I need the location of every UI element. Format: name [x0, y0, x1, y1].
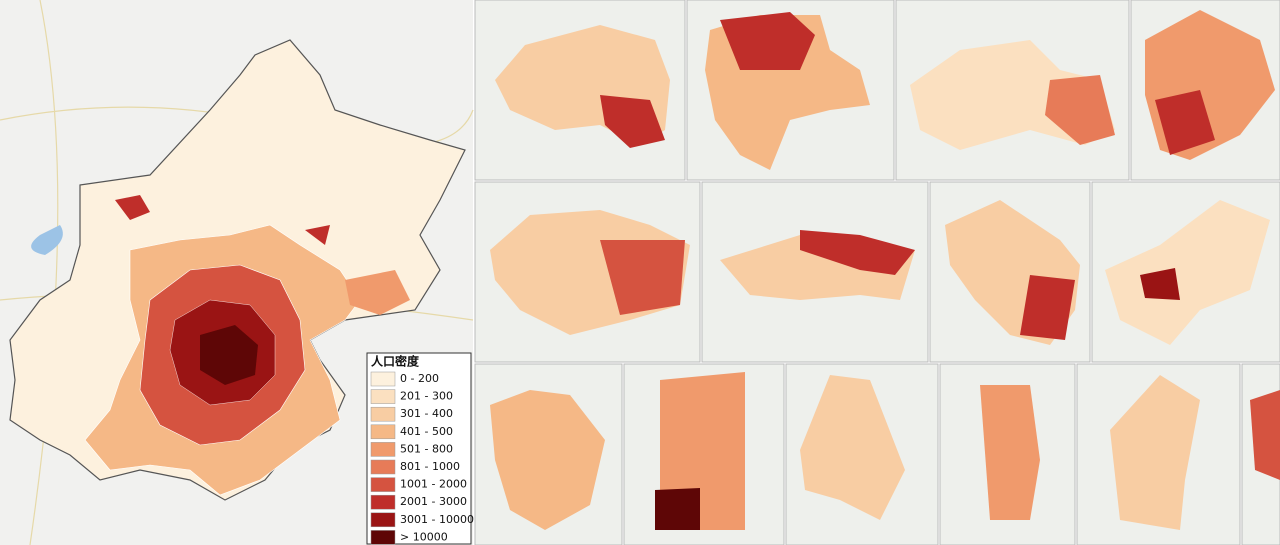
legend-swatch [370, 442, 396, 457]
district [490, 390, 605, 530]
legend-swatch [370, 424, 396, 440]
district [345, 270, 410, 315]
legend-label: > 10000 [400, 530, 448, 543]
district [1105, 200, 1270, 345]
legend-swatch [370, 477, 396, 492]
district [600, 240, 685, 315]
legend-label: 1001 - 2000 [400, 478, 467, 491]
panel-grid [474, 0, 1280, 545]
district [305, 225, 330, 245]
legend-label: 301 - 400 [400, 407, 453, 420]
legend-label: 801 - 1000 [400, 460, 460, 473]
legend-label: 3001 - 10000 [400, 513, 474, 526]
district [115, 195, 150, 220]
district [1020, 275, 1075, 340]
legend-label: 201 - 300 [400, 390, 453, 403]
lake [31, 225, 63, 255]
district [720, 12, 815, 70]
legend-items: 0 - 200 201 - 300 301 - 400 401 - 500 501 - … [370, 371, 474, 545]
legend-swatch [370, 389, 396, 404]
district [200, 325, 258, 385]
legend-swatch [370, 459, 396, 475]
legend-label: 0 - 200 [400, 372, 439, 385]
district [1155, 90, 1215, 155]
district [800, 375, 905, 520]
legend-label: 2001 - 3000 [400, 495, 467, 508]
district [980, 385, 1040, 520]
district [1140, 268, 1180, 300]
legend-swatch [370, 371, 396, 387]
legend-swatch [370, 512, 396, 528]
district [600, 95, 665, 148]
district [1045, 75, 1115, 145]
district [655, 488, 700, 530]
legend-label: 401 - 500 [400, 425, 453, 438]
district [800, 230, 915, 275]
legend-swatch [370, 530, 396, 545]
legend-swatch [370, 406, 396, 422]
legend-title: 人口密度 [371, 354, 420, 369]
district [1250, 390, 1280, 480]
legend-label: 501 - 800 [400, 442, 453, 455]
legend-swatch [370, 494, 396, 510]
district [1110, 375, 1200, 530]
